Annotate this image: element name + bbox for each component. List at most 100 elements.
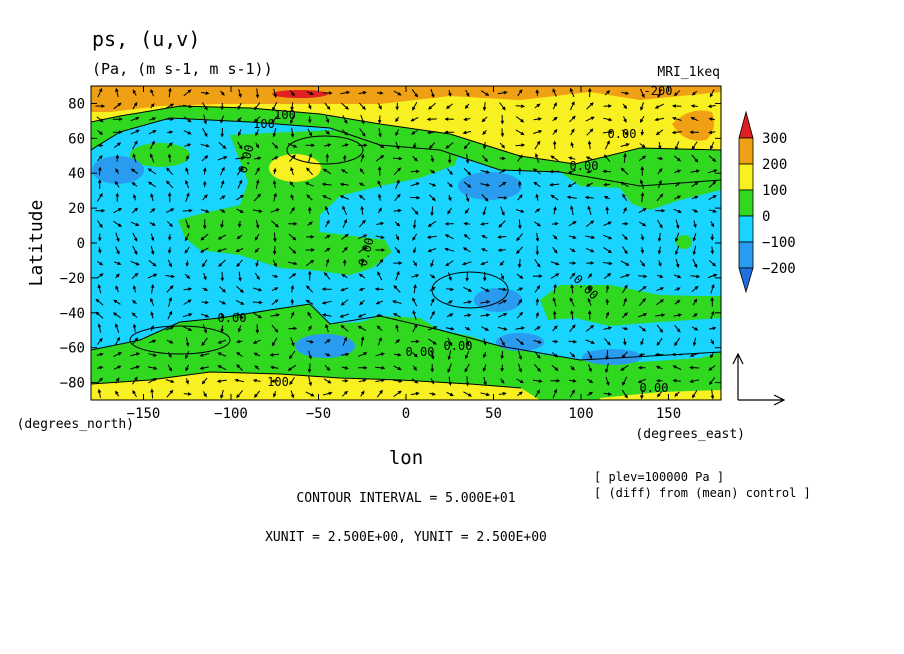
wind-vector [447, 337, 453, 347]
wind-vector [96, 377, 104, 384]
wind-vector [185, 192, 190, 202]
wind-vector [97, 323, 102, 333]
wind-vector [305, 143, 316, 148]
wind-vector [392, 156, 403, 161]
wind-vector [131, 337, 139, 346]
wind-vector [130, 365, 141, 370]
wind-vector [568, 220, 577, 227]
wind-vector [168, 87, 172, 98]
wind-vector [115, 246, 120, 255]
wind-vector [517, 180, 522, 188]
wind-vector [654, 117, 665, 122]
wind-vector [290, 284, 295, 293]
wind-vector [410, 169, 420, 174]
plev-annotation: [ plev=100000 Pa ] [594, 470, 724, 484]
wind-vector [621, 91, 630, 95]
band-neg100-neg200-s2 [295, 334, 355, 358]
wind-vector [392, 313, 401, 318]
wind-vector [710, 246, 715, 255]
colorbar-label-300: 300 [762, 131, 787, 147]
wind-vector [395, 234, 399, 241]
colorbar-band-100-200 [738, 163, 754, 191]
wind-vector [289, 154, 296, 162]
wind-vector [516, 246, 524, 255]
wind-vector [675, 181, 680, 187]
wind-vector [288, 246, 297, 254]
wind-vector [710, 351, 715, 359]
wind-vector [639, 259, 646, 267]
wind-vector [393, 365, 402, 371]
wind-vector [132, 285, 137, 293]
wind-vector [532, 168, 541, 175]
wind-vector [130, 260, 140, 266]
wind-vector [254, 156, 262, 160]
wind-vector [112, 312, 121, 319]
wind-vector [691, 285, 699, 293]
wind-vector [551, 352, 559, 358]
wind-vector [550, 273, 560, 279]
wind-vector [113, 142, 122, 148]
wind-vector [378, 128, 382, 138]
wind-vector [322, 391, 333, 396]
y-tick-label: 20 [68, 201, 85, 217]
wind-vector [621, 222, 629, 226]
wind-vector [324, 234, 331, 239]
wind-vector [517, 259, 522, 269]
wind-vector [308, 103, 312, 110]
colorbar-band-neg200-neg100 [738, 241, 754, 269]
wind-vector [290, 102, 294, 111]
wind-vector [132, 153, 137, 163]
wind-vector [219, 208, 226, 213]
wind-vector [255, 129, 260, 137]
wind-vector [132, 299, 137, 305]
contour-label: 0.00 [608, 127, 637, 141]
wind-vector [588, 87, 592, 98]
colorbar-label-200: 200 [762, 157, 787, 173]
wind-vector [200, 209, 210, 213]
wind-vector [411, 130, 418, 135]
wind-vector [709, 89, 715, 98]
wind-vector [308, 270, 312, 281]
wind-vector [515, 326, 526, 330]
wind-vector [463, 300, 473, 304]
wind-vector [465, 271, 469, 282]
wind-vector [447, 363, 452, 373]
wind-vector [203, 272, 207, 281]
wind-vector [605, 206, 609, 215]
wind-vector [708, 117, 716, 121]
wind-vector [131, 312, 138, 319]
wind-vector [412, 352, 418, 358]
wind-vector [603, 104, 613, 108]
wind-vector [640, 129, 645, 136]
wind-vector [220, 271, 225, 282]
wind-vector [115, 390, 120, 397]
wind-vector [566, 195, 577, 200]
wind-vector [253, 352, 261, 357]
wind-vector [463, 117, 471, 121]
wind-vector [235, 248, 244, 252]
wind-vector [287, 143, 298, 148]
wind-vector [448, 194, 452, 202]
wind-vector [480, 392, 491, 397]
wind-vector [130, 221, 140, 226]
wind-vector [710, 310, 715, 320]
wind-vector [707, 104, 716, 108]
wind-vector [518, 167, 522, 175]
wind-vector [430, 364, 435, 373]
wind-vector [623, 152, 627, 163]
wind-vector [376, 389, 383, 398]
wind-vector [147, 168, 157, 175]
contour-label: -200 [644, 84, 673, 98]
band-0-100-central-continent [178, 130, 460, 275]
wind-vector [674, 195, 682, 200]
wind-vector [393, 167, 402, 176]
wind-vector [150, 193, 154, 202]
wind-vector [377, 336, 382, 346]
wind-vector [426, 117, 437, 122]
wind-vector [148, 378, 158, 384]
wind-vector [375, 378, 386, 383]
wind-vector [464, 103, 470, 109]
wind-vector [622, 326, 629, 331]
wind-vector [515, 143, 526, 147]
